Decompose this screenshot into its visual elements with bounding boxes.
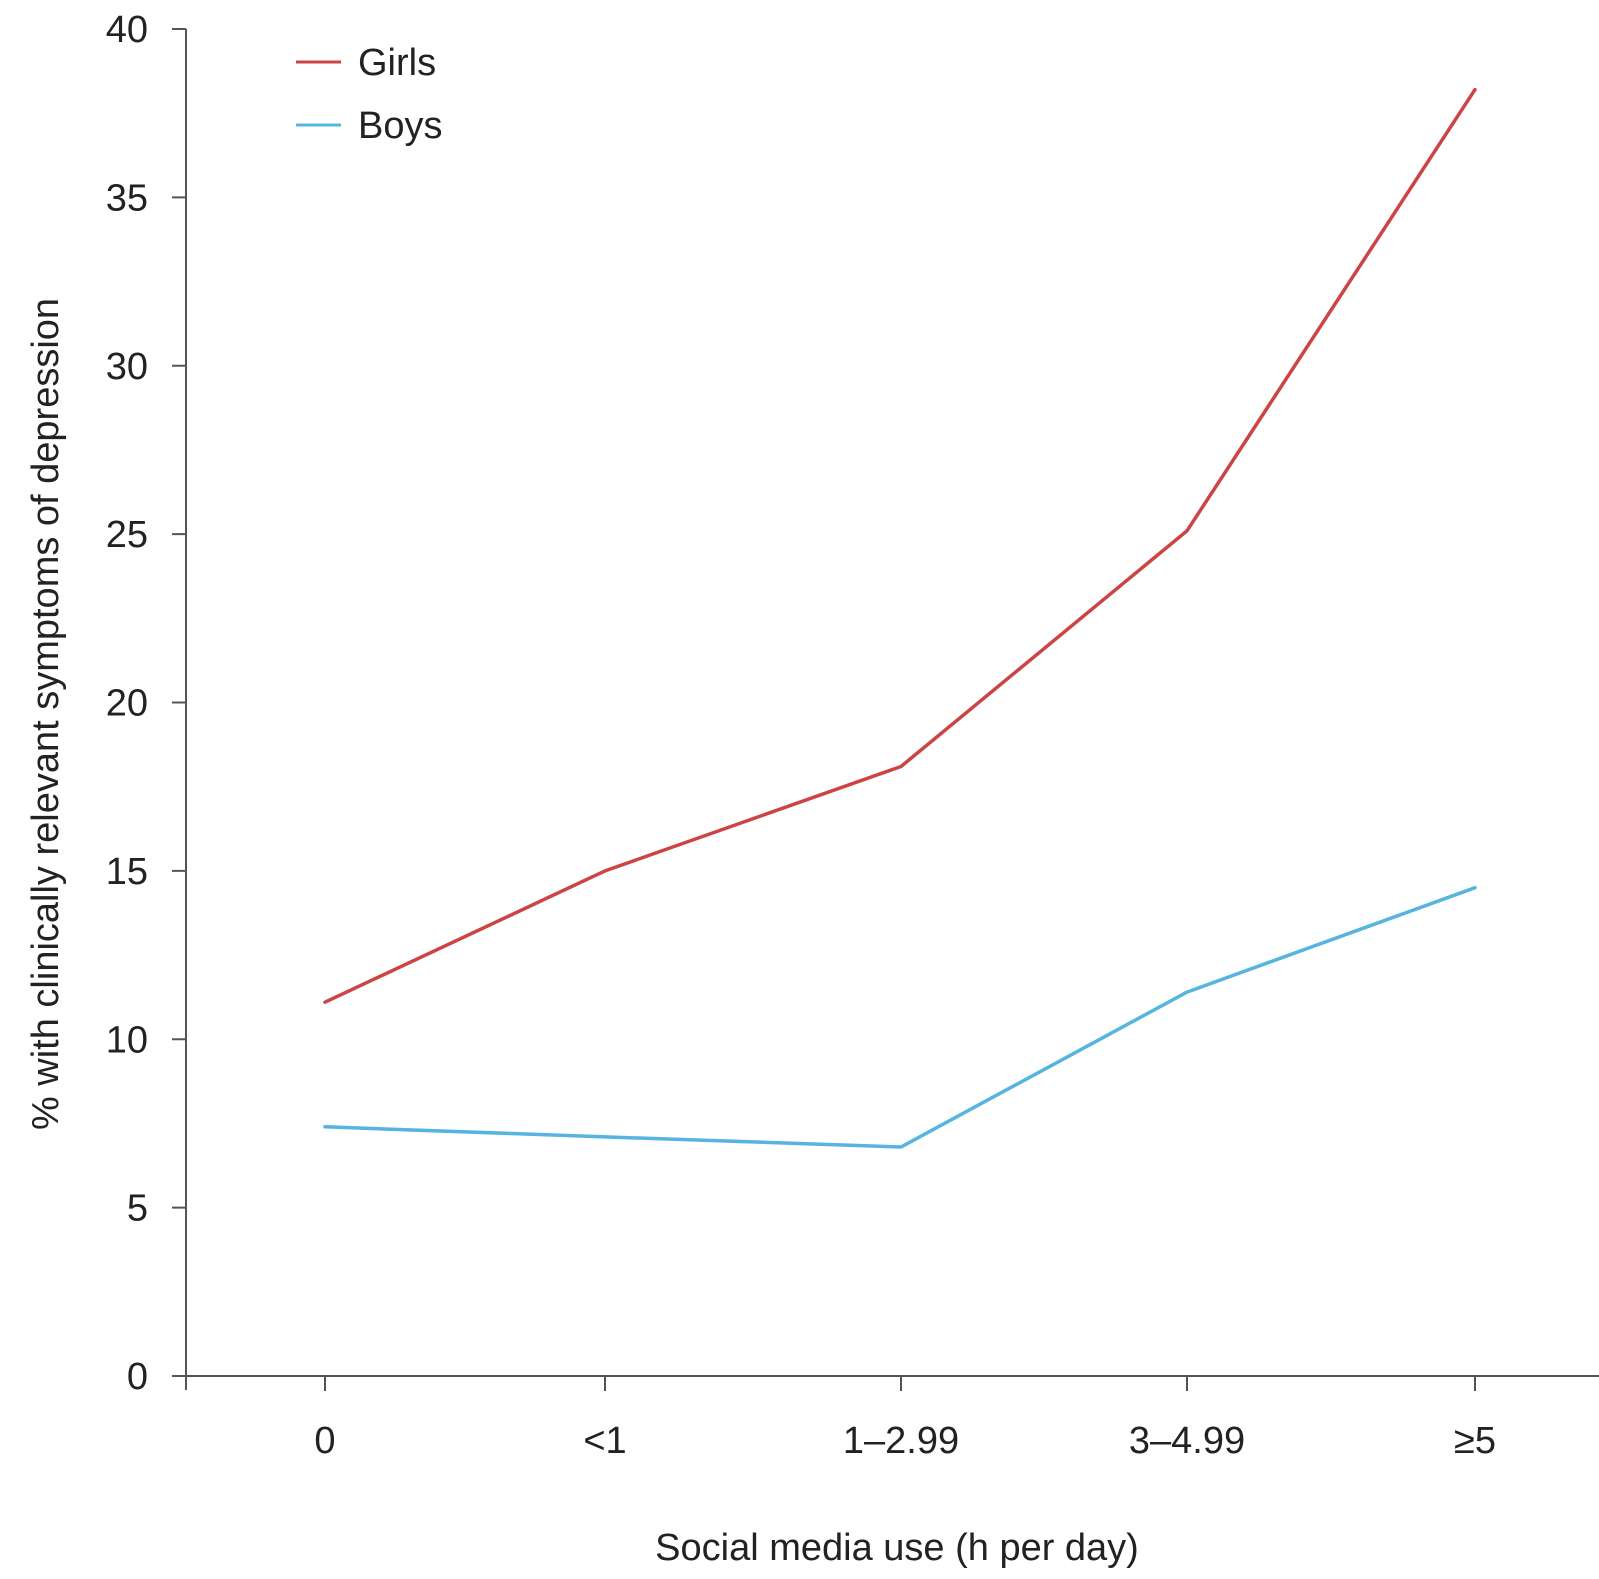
- x-tick-label: 0: [314, 1420, 335, 1462]
- x-axis-ticks: 0 <1 1–2.99 3–4.99 ≥5: [314, 1376, 1496, 1462]
- legend: Girls Boys: [296, 42, 442, 147]
- x-tick-label: 1–2.99: [843, 1420, 959, 1462]
- y-tick-label: 15: [106, 851, 148, 893]
- legend-label-boys: Boys: [358, 105, 442, 147]
- x-axis-title: Social media use (h per day): [655, 1527, 1139, 1569]
- y-tick-label: 10: [106, 1019, 148, 1061]
- y-tick-label: 25: [106, 514, 148, 556]
- y-tick-label: 0: [127, 1356, 148, 1398]
- y-axis-title: % with clinically relevant symptoms of d…: [25, 298, 67, 1130]
- series-line-girls: [323, 87, 1477, 1004]
- y-tick-label: 30: [106, 346, 148, 388]
- y-tick-label: 20: [106, 683, 148, 725]
- series-line-boys: [323, 885, 1477, 1149]
- legend-label-girls: Girls: [358, 42, 436, 84]
- x-tick-label: <1: [583, 1420, 626, 1462]
- y-axis-ticks: 0 5 10 15 20 25 30 35 40: [106, 9, 186, 1398]
- x-tick-label: 3–4.99: [1129, 1420, 1245, 1462]
- y-tick-label: 35: [106, 177, 148, 219]
- axes: 0 5 10 15 20 25 30 35 40 0 <1 1–2.99 3–4.99 ≥5: [106, 9, 1599, 1462]
- x-tick-label: ≥5: [1454, 1420, 1496, 1462]
- series-lines: [323, 87, 1477, 1149]
- y-tick-label: 5: [127, 1188, 148, 1230]
- y-tick-label: 40: [106, 9, 148, 51]
